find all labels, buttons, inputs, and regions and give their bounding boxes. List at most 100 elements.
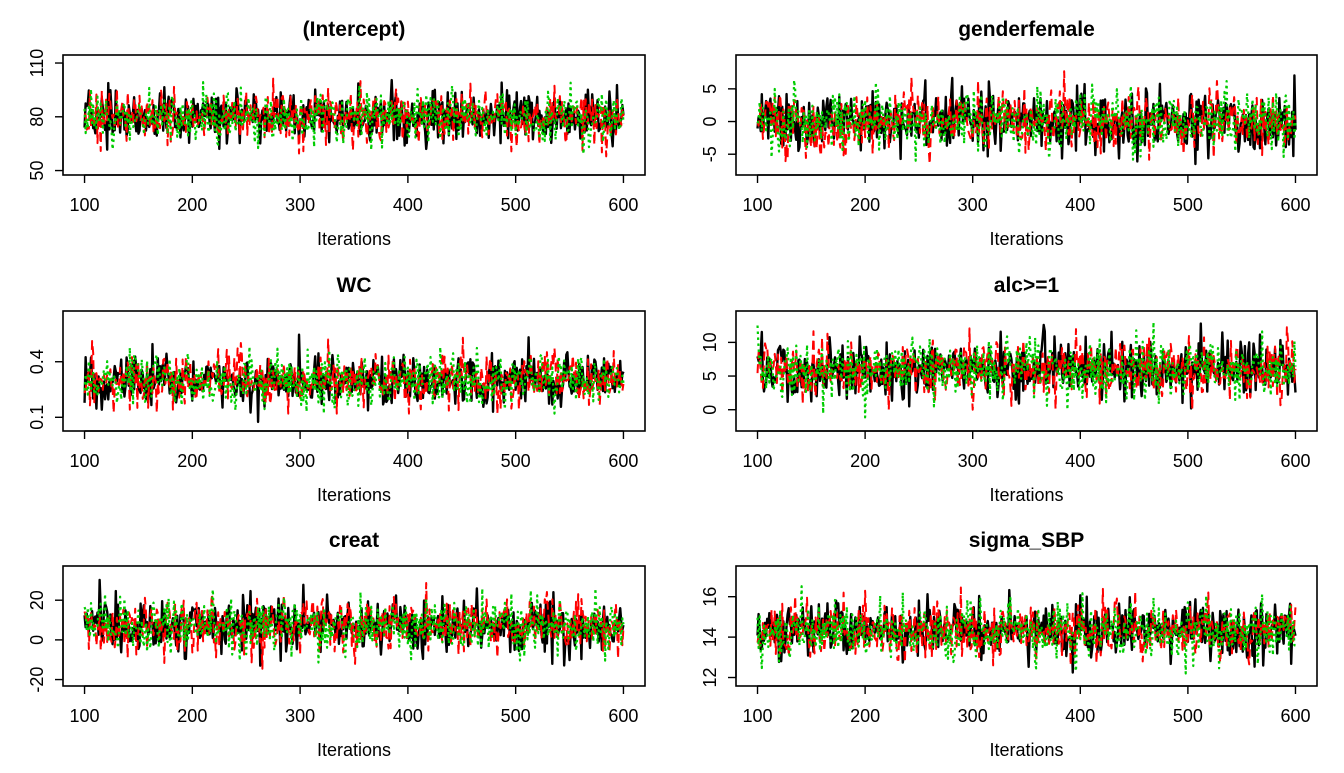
- x-axis-label: Iterations: [989, 229, 1063, 249]
- series-line-chain-3: [83, 345, 625, 415]
- x-tick-label: 600: [608, 195, 638, 215]
- y-tick-label: 16: [700, 587, 720, 607]
- panel-title: (Intercept): [303, 18, 406, 41]
- x-tick-label: 200: [850, 195, 880, 215]
- x-tick-label: 300: [958, 706, 988, 726]
- y-tick-label: -20: [27, 667, 47, 693]
- panel-2: WC 100 200 300 400 500 600 Iterations 0.1 0.4: [27, 274, 646, 505]
- panel-1: genderfemale 100 200 300 400 500 600 Iterations…: [700, 18, 1318, 249]
- y-axis: -20 0 20: [27, 590, 64, 693]
- x-axis: 100 200 300 400 500 600: [70, 174, 638, 215]
- series-line-chain-3: [83, 587, 625, 664]
- series-line-chain-3: [756, 585, 1296, 675]
- x-tick-label: 600: [608, 451, 638, 471]
- panel-title: creat: [329, 529, 379, 552]
- y-tick-label: 14: [700, 627, 720, 647]
- y-tick-label: 0.4: [27, 349, 47, 374]
- series-line-chain-3: [83, 81, 625, 156]
- y-tick-label: 0: [27, 635, 47, 645]
- y-tick-label: 10: [700, 332, 720, 352]
- x-tick-label: 400: [1065, 451, 1095, 471]
- y-tick-label: 20: [27, 590, 47, 610]
- traces: [83, 333, 625, 424]
- x-tick-label: 400: [393, 706, 423, 726]
- traces: [83, 77, 625, 158]
- y-tick-label: 110: [27, 49, 47, 78]
- x-tick-label: 100: [70, 451, 100, 471]
- x-tick-label: 500: [1173, 451, 1203, 471]
- x-tick-label: 200: [850, 706, 880, 726]
- x-tick-label: 100: [70, 195, 100, 215]
- y-tick-label: 5: [700, 84, 720, 94]
- x-tick-label: 100: [742, 451, 772, 471]
- panel-title: alc>=1: [994, 274, 1060, 297]
- x-tick-label: 500: [501, 195, 531, 215]
- traces: [756, 585, 1297, 675]
- y-tick-label: 80: [27, 107, 47, 127]
- x-axis-label: Iterations: [317, 740, 391, 760]
- panel-title: genderfemale: [958, 18, 1095, 41]
- series-line-chain-3: [756, 321, 1297, 419]
- series-line-chain-3: [756, 79, 1297, 162]
- y-tick-label: 0: [700, 405, 720, 415]
- x-tick-label: 600: [608, 706, 638, 726]
- x-tick-label: 200: [177, 195, 207, 215]
- y-tick-label: 50: [27, 161, 47, 181]
- y-tick-label: -5: [700, 146, 720, 162]
- x-tick-label: 300: [285, 451, 315, 471]
- x-tick-label: 400: [1065, 706, 1095, 726]
- x-axis-label: Iterations: [317, 485, 391, 505]
- x-tick-label: 600: [1280, 451, 1310, 471]
- panel-3: alc>=1 100 200 300 400 500 600 Iterations 0 5 10: [700, 274, 1318, 505]
- traces: [756, 70, 1297, 166]
- x-tick-label: 400: [1065, 195, 1095, 215]
- panel-4: creat 100 200 300 400 500 600 Iterations -20 0 20: [27, 529, 646, 760]
- x-tick-label: 300: [285, 195, 315, 215]
- x-tick-label: 300: [285, 706, 315, 726]
- x-axis-label: Iterations: [317, 229, 391, 249]
- x-axis: 100 200 300 400 500 600: [70, 685, 638, 726]
- x-tick-label: 200: [177, 451, 207, 471]
- x-tick-label: 500: [501, 706, 531, 726]
- x-tick-label: 300: [958, 451, 988, 471]
- x-tick-label: 400: [393, 195, 423, 215]
- x-tick-label: 300: [958, 195, 988, 215]
- y-axis: -5 0 5: [700, 84, 737, 162]
- x-axis-label: Iterations: [989, 740, 1063, 760]
- x-axis: 100 200 300 400 500 600: [70, 430, 638, 471]
- y-tick-label: 5: [700, 371, 720, 381]
- x-tick-label: 100: [742, 195, 772, 215]
- traces: [83, 578, 625, 670]
- y-axis: 0.1 0.4: [27, 349, 64, 430]
- x-tick-label: 100: [742, 706, 772, 726]
- x-tick-label: 200: [850, 451, 880, 471]
- x-tick-label: 600: [1280, 195, 1310, 215]
- y-axis: 50 80 110: [27, 49, 64, 181]
- series-line-chain-2: [83, 582, 625, 670]
- x-tick-label: 200: [177, 706, 207, 726]
- x-tick-label: 500: [1173, 706, 1203, 726]
- x-tick-label: 600: [1280, 706, 1310, 726]
- x-tick-label: 100: [70, 706, 100, 726]
- y-axis: 0 5 10: [700, 332, 737, 415]
- series-line-chain-2: [756, 326, 1297, 411]
- x-axis-label: Iterations: [989, 485, 1063, 505]
- x-tick-label: 500: [501, 451, 531, 471]
- panel-title: sigma_SBP: [969, 529, 1085, 552]
- y-tick-label: 0.1: [27, 405, 47, 430]
- y-tick-label: 12: [700, 667, 720, 687]
- x-axis: 100 200 300 400 500 600: [742, 174, 1311, 215]
- panel-0: (Intercept) 100 200 300 400 500 600 Iterations 5…: [27, 18, 646, 249]
- x-axis: 100 200 300 400 500 600: [742, 685, 1311, 726]
- panel-title: WC: [337, 274, 372, 297]
- series-line-chain-2: [83, 77, 625, 158]
- x-tick-label: 400: [393, 451, 423, 471]
- y-tick-label: 0: [700, 117, 720, 127]
- traces: [756, 321, 1297, 419]
- x-axis: 100 200 300 400 500 600: [742, 430, 1311, 471]
- x-tick-label: 500: [1173, 195, 1203, 215]
- y-axis: 12 14 16: [700, 587, 737, 688]
